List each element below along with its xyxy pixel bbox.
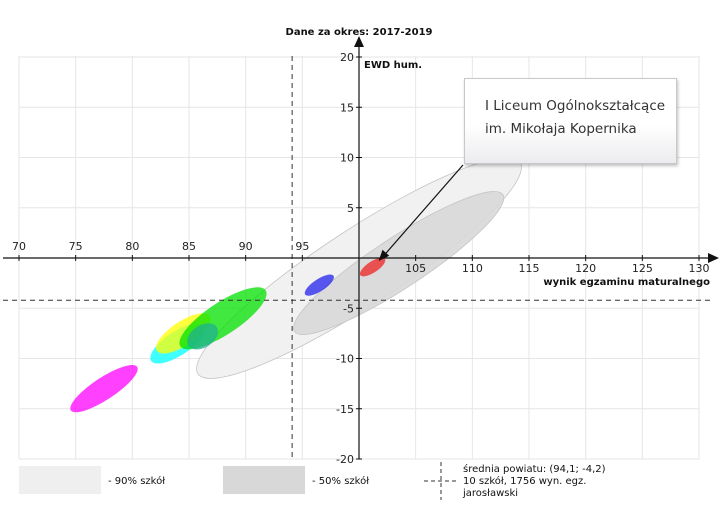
y-tick-label: 10 (340, 152, 354, 165)
x-tick-label: 95 (295, 240, 309, 253)
school-ellipse (70, 365, 138, 413)
x-tick-label: 85 (182, 240, 196, 253)
y-axis-arrow (354, 36, 364, 47)
x-tick-label: 80 (125, 240, 139, 253)
x-tick-label: 105 (405, 262, 426, 275)
callout-arrowhead (378, 249, 390, 262)
x-tick-label: 125 (632, 262, 653, 275)
x-axis-arrow (708, 253, 719, 263)
y-axis-title: EWD hum. (364, 60, 422, 71)
y-tick-label: -5 (343, 302, 354, 315)
x-axis-title: wynik egzaminu maturalnego (543, 277, 710, 288)
x-tick-label: 75 (69, 240, 83, 253)
x-tick-label: 115 (519, 262, 540, 275)
axes (3, 36, 719, 459)
legend-label-50: - 50% szkół (312, 475, 369, 487)
legend-mean-line1: średnia powiatu: (94,1; -4,2) (463, 463, 606, 475)
legend-mean-line2: 10 szkół, 1756 wyn. egz. (463, 475, 586, 487)
y-tick-label: 15 (340, 101, 354, 114)
legend-mean-symbol (424, 462, 458, 500)
x-tick-label: 130 (689, 262, 710, 275)
legend: - 90% szkół - 50% szkół średnia powiatu:… (19, 462, 606, 500)
chart-title: Dane za okres: 2017-2019 (286, 27, 433, 38)
school-ellipses (70, 257, 386, 413)
x-tick-label: 90 (239, 240, 253, 253)
y-tick-label: -15 (336, 403, 354, 416)
x-tick-label: 70 (12, 240, 26, 253)
y-tick-label: 20 (340, 51, 354, 64)
school-ellipse (304, 274, 334, 296)
legend-swatch-90 (19, 466, 101, 494)
x-tick-label: 110 (462, 262, 483, 275)
band-50 (293, 191, 505, 335)
callout-arrow (382, 164, 464, 258)
school-callout: I Liceum Ogólnokształcące im. Mikołaja K… (464, 78, 677, 164)
callout-line1: I Liceum Ogólnokształcące (485, 98, 666, 114)
callout-line2: im. Mikołaja Kopernika (485, 121, 637, 137)
legend-mean-line3: jarosławski (462, 488, 518, 499)
x-tick-label: 120 (575, 262, 596, 275)
y-tick-label: -20 (336, 453, 354, 466)
y-tick-label: -10 (336, 353, 354, 366)
y-tick-label: 5 (347, 202, 354, 215)
legend-label-90: - 90% szkół (108, 475, 165, 487)
school-ellipse-highlighted (359, 257, 386, 277)
school-ellipse (187, 323, 219, 350)
legend-swatch-50 (223, 466, 305, 494)
